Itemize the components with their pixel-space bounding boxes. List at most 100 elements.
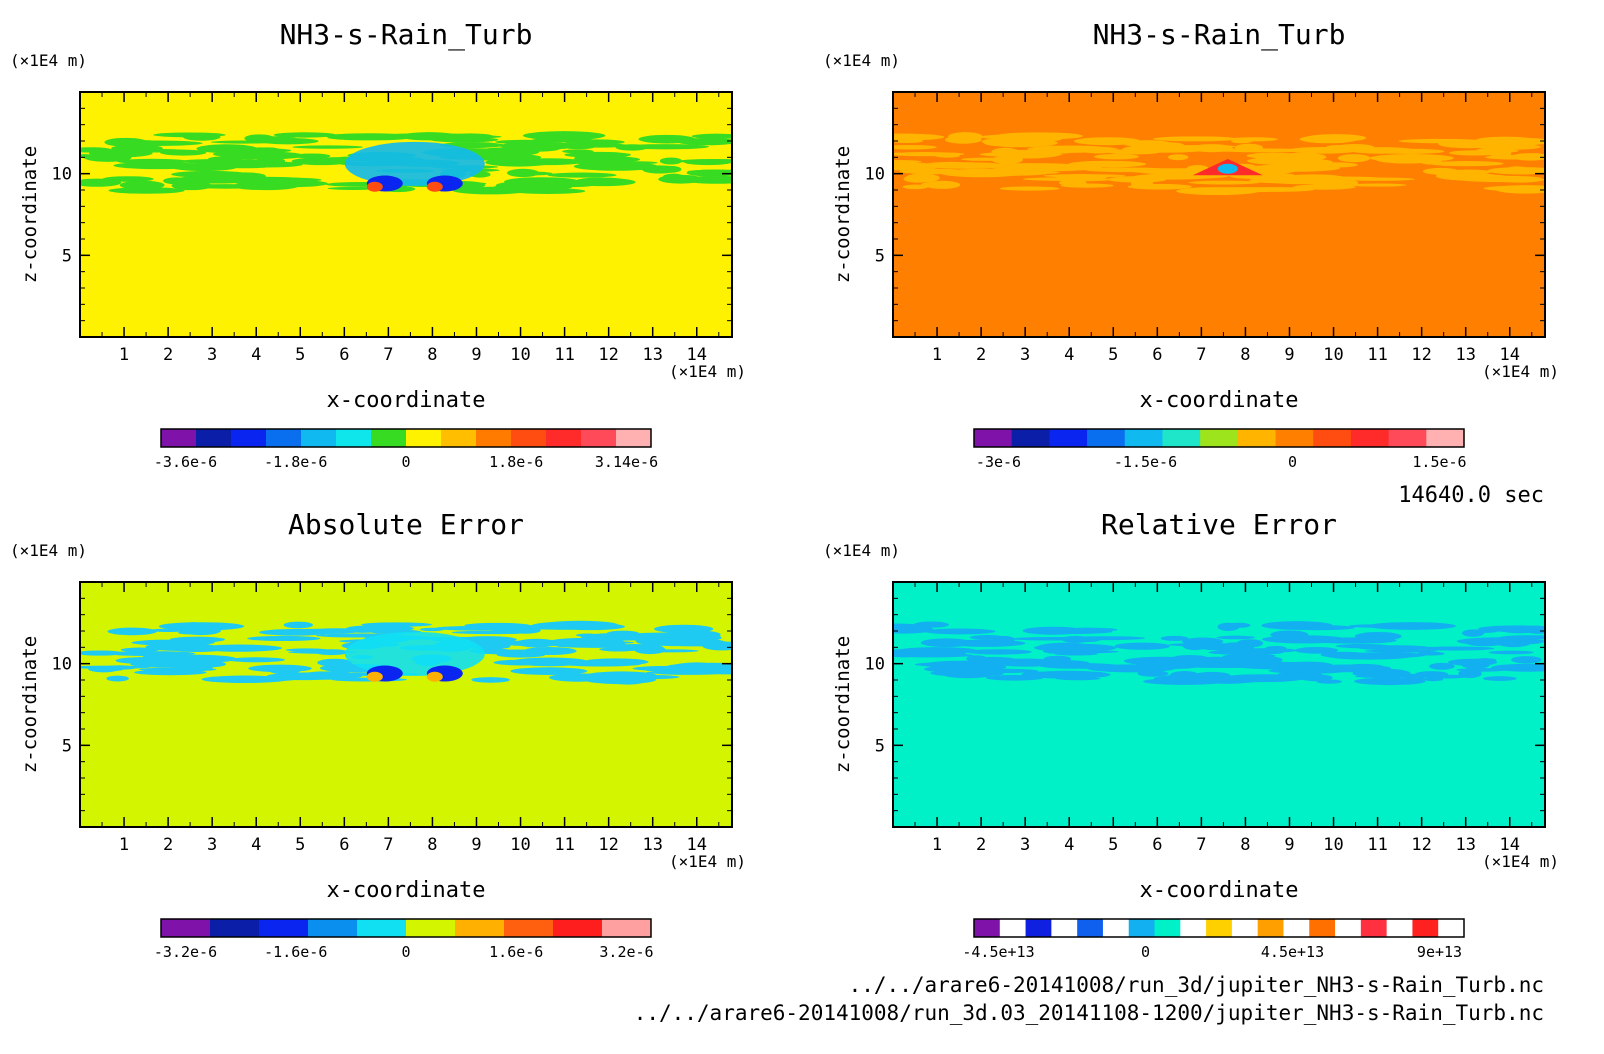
turbulence-patch bbox=[498, 185, 573, 190]
turbulence-patch bbox=[641, 165, 678, 174]
turbulence-patch bbox=[102, 176, 154, 182]
colorbar-tick-label: 0 bbox=[401, 453, 410, 471]
colorbar-segment bbox=[196, 429, 232, 447]
turbulence-patch bbox=[1247, 156, 1324, 166]
turbulence-patch bbox=[933, 671, 1004, 677]
colorbar-segment bbox=[1102, 919, 1130, 937]
x-tick-label: 10 bbox=[1323, 345, 1343, 365]
turbulence-patch bbox=[1068, 160, 1147, 168]
colorbar-segment bbox=[1087, 429, 1126, 447]
turbulence-patch bbox=[1449, 150, 1502, 156]
turbulence-patch bbox=[499, 141, 578, 150]
turbulence-patch bbox=[893, 623, 931, 633]
turbulence-patch bbox=[1184, 145, 1222, 150]
turbulence-patch bbox=[292, 145, 364, 149]
turbulence-patch bbox=[1160, 635, 1189, 641]
turbulence-patch bbox=[1054, 652, 1098, 656]
turbulence-patch bbox=[563, 145, 595, 150]
colorbar-segment bbox=[1237, 429, 1277, 447]
y-tick-label: 5 bbox=[875, 736, 885, 756]
chart-panel-2: NH3-s-Rain_Turb(×1E4 m)1 2 3 4 5 6 7 8 9 10 11 12 13… bbox=[823, 18, 1559, 471]
colorbar: -4.5e+13 0 4.5e+13 9e+13 bbox=[962, 918, 1465, 961]
turbulence-patch bbox=[564, 151, 632, 158]
x-unit-label: (×1E4 m) bbox=[669, 362, 746, 381]
colorbar: -3.6e-6 -1.8e-6 0 1.8e-6 3.14e-6 bbox=[154, 428, 658, 471]
turbulence-patch bbox=[562, 149, 594, 154]
turbulence-patch bbox=[247, 635, 321, 642]
x-tick-label: 11 bbox=[554, 345, 574, 365]
turbulence-patch bbox=[80, 154, 108, 158]
x-tick-label: 3 bbox=[207, 345, 217, 365]
colorbar-segment bbox=[1388, 429, 1427, 447]
turbulence-patch bbox=[316, 671, 352, 677]
colorbar-segment bbox=[455, 919, 505, 937]
plot-frame bbox=[79, 91, 733, 338]
x-tick-label: 14 bbox=[1500, 345, 1520, 365]
colorbar-segment bbox=[553, 919, 603, 937]
colorbar-tick-label: -3.6e-6 bbox=[154, 453, 217, 471]
colorbar-segment bbox=[1350, 429, 1390, 447]
colorbar-frame bbox=[973, 428, 1465, 448]
turbulence-patch bbox=[659, 157, 683, 165]
turbulence-patch bbox=[513, 171, 553, 176]
x-tick-label: 1 bbox=[119, 345, 129, 365]
turbulence-patch bbox=[149, 654, 237, 664]
turbulence-patch bbox=[1152, 175, 1221, 179]
turbulence-patch bbox=[523, 647, 577, 656]
colorbar-tick-label: -3e-6 bbox=[976, 453, 1021, 471]
turbulence-patch bbox=[1152, 136, 1238, 142]
turbulence-patch bbox=[1136, 141, 1185, 149]
plot-frame bbox=[892, 581, 1546, 828]
turbulence-patch bbox=[1511, 656, 1542, 664]
colorbar-segment bbox=[999, 919, 1027, 937]
turbulence-patch bbox=[893, 133, 945, 141]
colorbar-segment bbox=[1426, 429, 1465, 447]
colorbar-segment bbox=[1231, 919, 1259, 937]
x-unit-label: (×1E4 m) bbox=[1482, 852, 1559, 871]
heatmap-field bbox=[80, 92, 732, 337]
heatmap-field bbox=[893, 92, 1545, 337]
turbulence-patch bbox=[1422, 167, 1459, 175]
colorbar-segment bbox=[1313, 429, 1352, 447]
x-tick-label: 7 bbox=[383, 345, 393, 365]
turbulence-patch bbox=[676, 137, 732, 146]
x-tick-label: 13 bbox=[642, 835, 662, 855]
y-axis-label: z-coordinate bbox=[19, 636, 41, 773]
colorbar-segment bbox=[371, 429, 407, 447]
x-axis-label: x-coordinate bbox=[327, 388, 486, 413]
x-tick-label: 9 bbox=[471, 345, 481, 365]
turbulence-patch bbox=[158, 622, 245, 631]
colorbar-segment bbox=[1386, 919, 1413, 937]
colorbar-segment bbox=[1360, 919, 1388, 937]
turbulence-patch bbox=[247, 147, 274, 152]
turbulence-patch bbox=[1357, 645, 1431, 651]
turbulence-patch bbox=[1299, 135, 1358, 144]
x-tick-label: 7 bbox=[383, 835, 393, 855]
colorbar-tick-label: -4.5e+13 bbox=[962, 943, 1034, 961]
turbulence-patch bbox=[1107, 176, 1167, 183]
turbulence-patch bbox=[163, 177, 191, 185]
turbulence-patch bbox=[1037, 642, 1094, 652]
turbulence-patch bbox=[109, 148, 189, 153]
turbulence-patch bbox=[106, 675, 129, 682]
turbulence-patch bbox=[196, 144, 258, 154]
colorbar-frame bbox=[160, 428, 652, 448]
turbulence-patch bbox=[1355, 674, 1415, 679]
feature-right-core bbox=[426, 671, 443, 682]
turbulence-patch bbox=[1043, 174, 1126, 178]
colorbar-segment bbox=[1051, 919, 1078, 937]
x-tick-label: 6 bbox=[339, 345, 349, 365]
colorbar-segment bbox=[504, 919, 554, 937]
colorbar-segment bbox=[1275, 429, 1314, 447]
turbulence-patch bbox=[1025, 670, 1111, 679]
turbulence-patch bbox=[80, 147, 112, 153]
colorbar-segment bbox=[581, 429, 617, 447]
turbulence-patch bbox=[615, 144, 649, 151]
turbulence-patch bbox=[1137, 670, 1169, 677]
x-tick-label: 8 bbox=[1240, 835, 1250, 855]
turbulence-patch bbox=[1403, 673, 1425, 682]
turbulence-patch bbox=[291, 157, 352, 166]
turbulence-patch bbox=[1354, 631, 1402, 641]
x-tick-label: 12 bbox=[598, 835, 618, 855]
turbulence-patch bbox=[583, 658, 649, 666]
